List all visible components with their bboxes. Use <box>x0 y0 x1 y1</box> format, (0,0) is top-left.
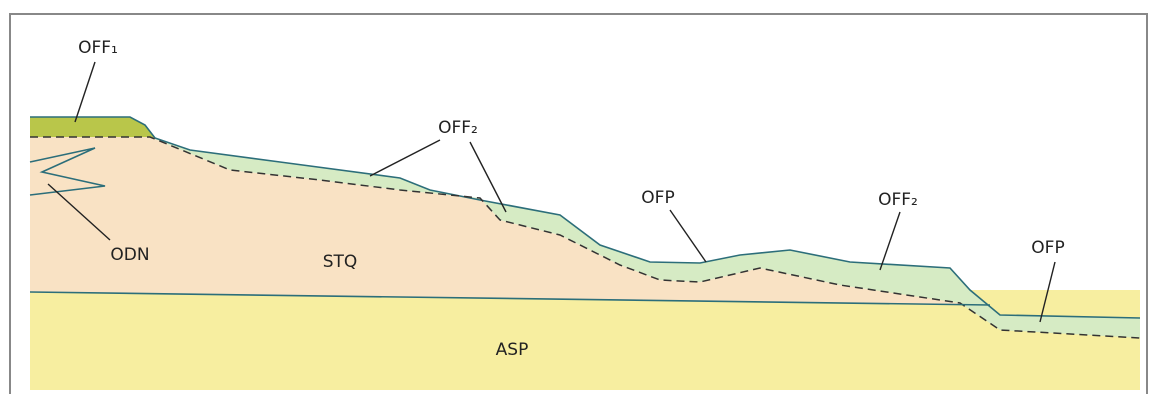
label: STQ <box>323 252 358 272</box>
label: OFF₁ <box>78 38 118 58</box>
label: OFP <box>641 188 674 208</box>
label: OFP <box>1031 238 1064 258</box>
label: ASP <box>496 340 529 360</box>
label: ODN <box>110 245 149 265</box>
label: OFF₂ <box>878 190 918 210</box>
cross-section: OFF₁ OFF₂ OFP OFF₂ OFP ODN STQ ASP <box>0 0 1157 394</box>
label: OFF₂ <box>438 118 478 138</box>
